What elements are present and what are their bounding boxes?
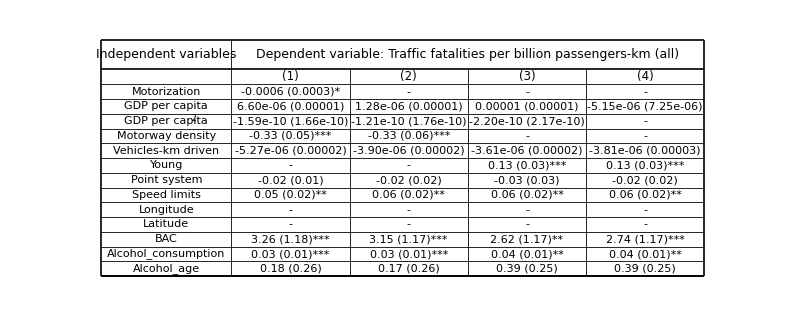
Text: -3.81e-06 (0.00003): -3.81e-06 (0.00003) [590,146,701,156]
Text: 0.39 (0.25): 0.39 (0.25) [496,264,558,274]
Text: -: - [643,87,647,97]
Text: 0.06 (0.02)**: 0.06 (0.02)** [490,190,564,200]
Text: -1.21e-10 (1.76e-10): -1.21e-10 (1.76e-10) [351,116,466,126]
Text: -0.02 (0.02): -0.02 (0.02) [612,175,678,185]
Text: 0.05 (0.02)**: 0.05 (0.02)** [254,190,327,200]
Text: -: - [288,161,292,171]
Text: GDP per capita: GDP per capita [124,116,208,126]
Text: 3.26 (1.18)***: 3.26 (1.18)*** [252,234,330,244]
Text: (3): (3) [519,70,535,83]
Text: 0.39 (0.25): 0.39 (0.25) [615,264,676,274]
Text: Latitude: Latitude [143,219,189,229]
Text: 0.04 (0.01)**: 0.04 (0.01)** [490,249,564,259]
Text: 0.03 (0.01)***: 0.03 (0.01)*** [369,249,448,259]
Text: 0.03 (0.01)***: 0.03 (0.01)*** [252,249,329,259]
Text: 6.60e-06 (0.00001): 6.60e-06 (0.00001) [237,101,344,111]
Text: -: - [643,205,647,215]
Text: GDP per capita: GDP per capita [124,101,208,111]
Text: -: - [525,219,529,229]
Text: -: - [525,131,529,141]
Text: (4): (4) [637,70,654,83]
Text: -: - [525,205,529,215]
Text: 3.15 (1.17)***: 3.15 (1.17)*** [369,234,448,244]
Text: (2): (2) [400,70,417,83]
Text: 0.04 (0.01)**: 0.04 (0.01)** [609,249,681,259]
Text: Vehicles-km driven: Vehicles-km driven [113,146,219,156]
Text: 2.74 (1.17)***: 2.74 (1.17)*** [606,234,685,244]
Text: -0.0006 (0.0003)*: -0.0006 (0.0003)* [241,87,340,97]
Text: -: - [643,116,647,126]
Text: -: - [406,161,411,171]
Text: -0.33 (0.06)***: -0.33 (0.06)*** [368,131,450,141]
Text: Point system: Point system [130,175,202,185]
Text: -: - [406,205,411,215]
Text: -2.20e-10 (2.17e-10): -2.20e-10 (2.17e-10) [469,116,585,126]
Text: -0.33 (0.05)***: -0.33 (0.05)*** [249,131,332,141]
Text: 0.13 (0.03)***: 0.13 (0.03)*** [488,161,566,171]
Text: -0.02 (0.02): -0.02 (0.02) [376,175,442,185]
Text: -: - [406,219,411,229]
Text: -5.15e-06 (7.25e-06): -5.15e-06 (7.25e-06) [587,101,703,111]
Text: Motorization: Motorization [131,87,201,97]
Text: Young: Young [149,161,183,171]
Text: -3.90e-06 (0.00002): -3.90e-06 (0.00002) [353,146,465,156]
Text: 2: 2 [192,114,196,123]
Text: -: - [288,205,292,215]
Text: 0.17 (0.26): 0.17 (0.26) [378,264,439,274]
Text: 1.28e-06 (0.00001): 1.28e-06 (0.00001) [355,101,462,111]
Text: -: - [406,87,411,97]
Text: -0.02 (0.01): -0.02 (0.01) [258,175,323,185]
Text: 0.00001 (0.00001): 0.00001 (0.00001) [476,101,578,111]
Text: -: - [525,87,529,97]
Text: 0.06 (0.02)**: 0.06 (0.02)** [609,190,681,200]
Text: Independent variables: Independent variables [96,48,237,61]
Text: Alcohol_age: Alcohol_age [133,263,200,274]
Text: Speed limits: Speed limits [132,190,200,200]
Text: BAC: BAC [155,234,178,244]
Text: 0.18 (0.26): 0.18 (0.26) [259,264,321,274]
Text: -3.61e-06 (0.00002): -3.61e-06 (0.00002) [472,146,582,156]
Text: -: - [288,219,292,229]
Text: -5.27e-06 (0.00002): -5.27e-06 (0.00002) [234,146,347,156]
Text: -1.59e-10 (1.66e-10): -1.59e-10 (1.66e-10) [233,116,348,126]
Text: Motorway density: Motorway density [116,131,216,141]
Text: Longitude: Longitude [138,205,194,215]
Text: -: - [643,219,647,229]
Text: (1): (1) [282,70,299,83]
Text: -0.03 (0.03): -0.03 (0.03) [494,175,560,185]
Text: 2.62 (1.17)**: 2.62 (1.17)** [490,234,564,244]
Text: 0.06 (0.02)**: 0.06 (0.02)** [373,190,445,200]
Text: Alcohol_consumption: Alcohol_consumption [107,249,226,259]
Text: Dependent variable: Traffic fatalities per billion passengers-km (all): Dependent variable: Traffic fatalities p… [256,48,679,61]
Text: 0.13 (0.03)***: 0.13 (0.03)*** [606,161,685,171]
Text: -: - [643,131,647,141]
